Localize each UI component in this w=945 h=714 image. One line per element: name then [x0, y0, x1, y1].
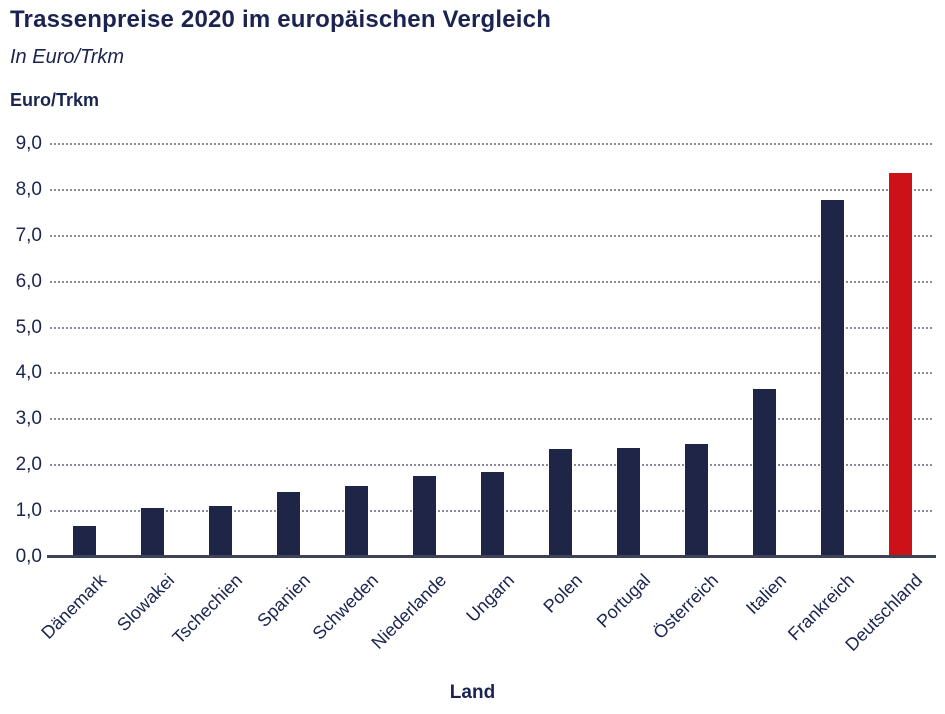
y-tick-label-7-0: 7,0: [15, 224, 42, 246]
bar-slowakei: [140, 508, 164, 557]
chart-subtitle: In Euro/Trkm: [10, 46, 125, 68]
page-title: Trassenpreise 2020 im europäischen Vergl…: [10, 6, 552, 33]
gridline-4-0: [50, 372, 934, 375]
bar-osterreich: [684, 443, 708, 557]
bar-schweden: [344, 486, 368, 557]
x-label-italien: Italien: [742, 570, 791, 619]
x-label-portugal: Portugal: [592, 570, 655, 632]
gridline-9-0: [50, 143, 934, 145]
bar-tschechien: [208, 505, 232, 557]
gridline-8-0: [50, 188, 934, 191]
gridline-6-0: [50, 280, 934, 283]
y-axis-tick-labels: 0,0 1,0 2,0 3,0 4,0 5,0 6,0 7,0 8,0 9,0: [0, 133, 42, 567]
x-label-polen: Polen: [539, 570, 587, 617]
y-tick-label-1-0: 1,0: [15, 500, 42, 522]
bar-deutschland: [888, 173, 912, 557]
x-label-tschechien: Tschechien: [168, 570, 247, 648]
y-tick-label-6-0: 6,0: [15, 270, 42, 292]
x-axis-title: Land: [449, 682, 496, 703]
bar-danemark: [72, 525, 96, 557]
y-tick-label-9-0: 9,0: [15, 133, 42, 154]
y-tick-label-2-0: 2,0: [15, 454, 42, 476]
y-tick-label-4-0: 4,0: [15, 362, 42, 384]
x-label-ungarn: Ungarn: [462, 570, 519, 626]
bar-niederlande: [412, 475, 436, 557]
bar-frankreich: [820, 199, 844, 557]
gridline-3-0: [50, 418, 934, 421]
y-tick-label-5-0: 5,0: [15, 316, 42, 338]
gridline-5-0: [50, 326, 934, 329]
x-label-spanien: Spanien: [253, 570, 315, 631]
bar-portugal: [616, 448, 640, 557]
y-tick-label-0-0: 0,0: [15, 546, 42, 567]
x-axis-category-labels: Dänemark Slowakei Tschechien Spanien Schwede…: [37, 560, 934, 680]
bar-polen: [548, 449, 572, 557]
plot-area: [47, 143, 936, 558]
bar-spanien: [276, 492, 300, 557]
gridline-2-0: [50, 464, 934, 467]
x-label-osterreich: Österreich: [649, 570, 723, 643]
x-axis-line: [47, 555, 936, 558]
bar-italien: [752, 389, 776, 557]
x-label-danemark: Dänemark: [37, 570, 111, 643]
y-axis-unit-label: Euro/Trkm: [10, 90, 100, 110]
bar-ungarn: [480, 471, 504, 557]
y-tick-label-8-0: 8,0: [15, 178, 42, 200]
gridline-7-0: [50, 234, 934, 237]
x-label-slowakei: Slowakei: [113, 570, 179, 636]
y-tick-label-3-0: 3,0: [15, 408, 42, 430]
